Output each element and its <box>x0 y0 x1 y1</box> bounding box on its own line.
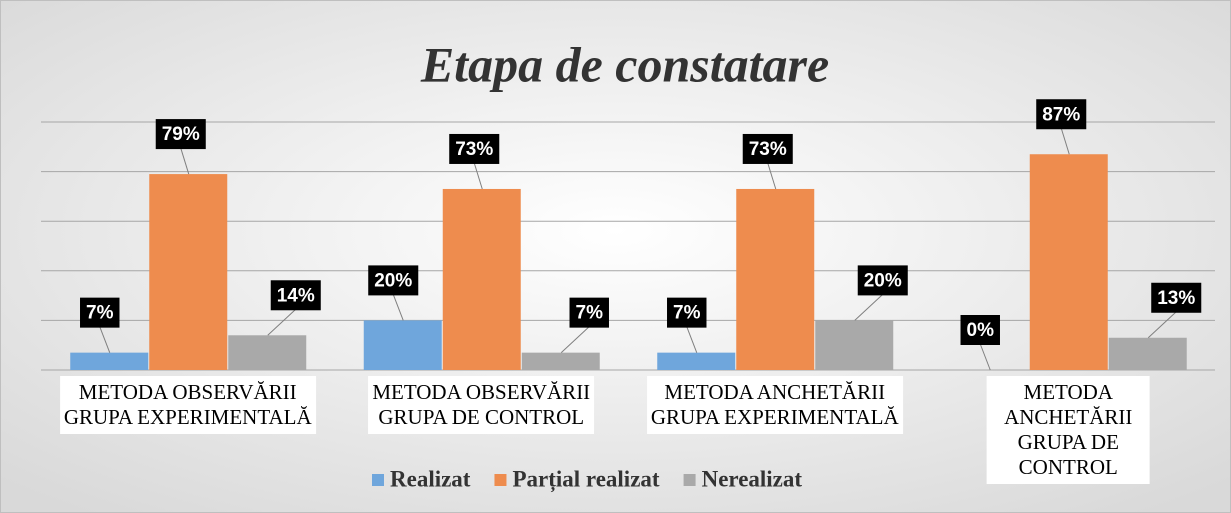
value-label-box <box>449 133 500 164</box>
x-tick-label: METODA OBSERVĂRII GRUPA EXPERIMENTALĂ <box>59 376 316 434</box>
value-label-text: 87% <box>1042 104 1080 125</box>
bar <box>1029 154 1108 370</box>
legend-swatch <box>683 474 696 486</box>
value-label-text: 0% <box>967 320 995 341</box>
value-label-box <box>667 297 707 328</box>
leader-line <box>979 343 991 371</box>
value-label: 14% <box>270 280 321 311</box>
leader-line <box>1147 311 1177 339</box>
value-label-text: 73% <box>455 139 493 160</box>
leader-line <box>560 326 590 354</box>
value-label-box <box>960 315 1000 345</box>
value-label: 20% <box>857 265 908 296</box>
value-label: 13% <box>1151 282 1202 313</box>
legend-label: Nerealizat <box>702 466 803 491</box>
bar <box>815 320 894 370</box>
value-label-box <box>80 297 120 328</box>
bar <box>149 174 228 370</box>
leader-line <box>267 308 297 336</box>
value-label-box <box>155 119 206 150</box>
value-label-box <box>270 280 321 311</box>
value-label-box <box>368 265 419 296</box>
value-label: 73% <box>742 133 793 164</box>
value-label-text: 7% <box>576 303 604 324</box>
value-label-text: 14% <box>277 285 315 306</box>
legend-label: Realizat <box>390 466 471 491</box>
bar <box>521 352 600 370</box>
bar <box>228 335 307 370</box>
value-label-box <box>569 297 609 328</box>
legend: Realizat Parțial realizat Nerealizat <box>372 466 802 492</box>
value-label-text: 20% <box>864 270 902 291</box>
value-label-text: 7% <box>86 303 114 324</box>
value-label: 7% <box>80 297 120 328</box>
x-tick-label: METODA ANCHETĂRII GRUPA DE CONTROL <box>986 376 1150 484</box>
value-label-box <box>1036 99 1087 130</box>
bar <box>70 352 149 370</box>
bar <box>736 188 815 370</box>
value-label-box <box>857 265 908 296</box>
x-tick-label: METODA OBSERVĂRII GRUPA DE CONTROL <box>368 376 595 434</box>
bar <box>363 320 442 370</box>
value-label-box <box>742 133 793 164</box>
value-label-text: 20% <box>374 270 412 291</box>
leader-line <box>686 326 698 353</box>
leader-line <box>392 294 404 321</box>
chart-title: Etapa de constatare <box>420 36 829 92</box>
leader-line <box>1060 128 1070 155</box>
bar <box>442 188 521 370</box>
value-label: 0% <box>960 315 1000 345</box>
leader-line <box>473 162 483 190</box>
legend-swatch <box>372 474 384 486</box>
value-label: 20% <box>368 265 419 296</box>
leader-line <box>854 294 884 321</box>
leader-line <box>99 326 111 353</box>
value-label: 7% <box>667 297 707 328</box>
value-label-text: 7% <box>673 303 701 324</box>
value-label: 87% <box>1036 99 1087 130</box>
legend-label: Parțial realizat <box>512 466 659 492</box>
value-label-text: 73% <box>749 139 787 160</box>
legend-swatch <box>494 474 507 486</box>
value-label: 73% <box>449 133 500 164</box>
value-label-text: 79% <box>162 124 200 145</box>
x-tick-label: METODA ANCHETĂRII GRUPA EXPERIMENTALĂ <box>646 376 903 434</box>
leader-line <box>180 147 190 175</box>
bar <box>657 352 736 370</box>
bar <box>1108 337 1187 370</box>
value-label: 7% <box>569 297 609 328</box>
value-label-box <box>1151 282 1202 313</box>
leader-line <box>767 162 777 190</box>
value-label-text: 13% <box>1157 288 1195 309</box>
value-label: 79% <box>155 119 206 150</box>
